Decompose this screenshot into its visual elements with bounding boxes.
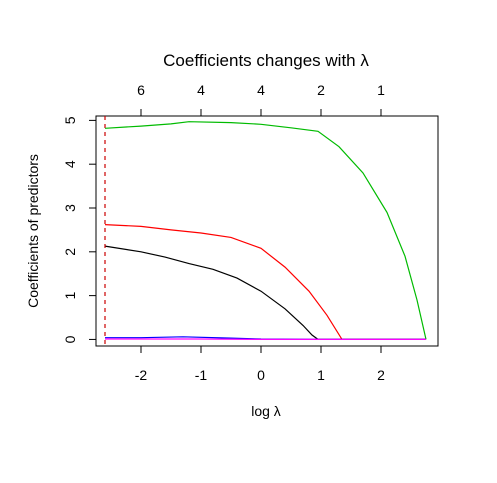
top-tick-label: 2	[317, 82, 325, 98]
x-axis-label: log λ	[251, 403, 281, 419]
x-tick-label: 2	[377, 367, 385, 383]
y-tick-label: 0	[62, 335, 78, 343]
top-tick-label: 4	[257, 82, 265, 98]
y-tick-label: 3	[62, 204, 78, 212]
x-tick-label: -1	[195, 367, 208, 383]
series-line-1	[104, 121, 427, 340]
top-tick-label: 4	[197, 82, 205, 98]
x-tick-label: 1	[317, 367, 325, 383]
top-tick-label: 1	[377, 82, 385, 98]
y-tick-label: 2	[62, 248, 78, 256]
x-tick-label: -2	[135, 367, 148, 383]
y-tick-label: 1	[62, 292, 78, 300]
y-axis-label: Coefficients of predictors	[25, 154, 41, 308]
series-line-3	[104, 245, 426, 340]
series-line-2	[104, 224, 426, 340]
top-tick-label: 6	[137, 82, 145, 98]
x-tick-label: 0	[257, 367, 265, 383]
y-tick-label: 5	[62, 116, 78, 124]
y-tick-label: 4	[62, 160, 78, 168]
plot-frame	[95, 115, 439, 347]
chart-title: Coefficients changes with λ	[163, 51, 369, 70]
